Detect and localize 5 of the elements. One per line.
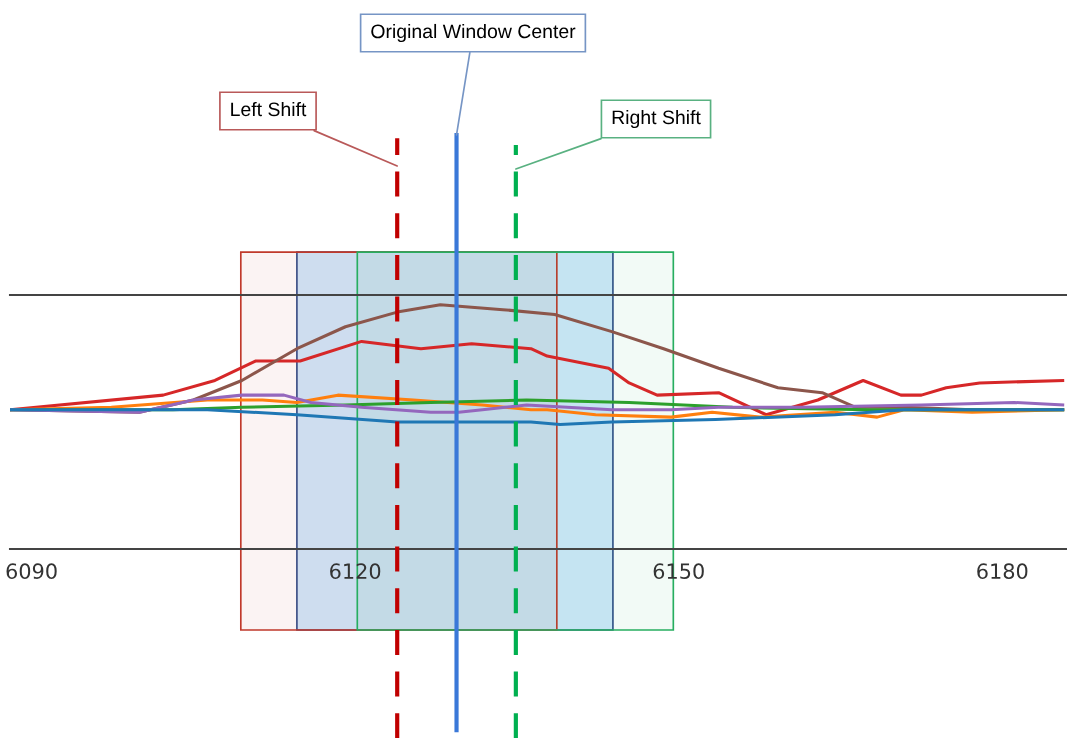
ref-line-label: Left Shift [231,101,307,117]
ref-line-label: Right Shift [612,109,701,129]
x-tick-label: 6180 [977,563,1028,580]
ref-line-label: Original Window Center [371,23,576,43]
x-tick-label: 6090 [6,563,57,580]
